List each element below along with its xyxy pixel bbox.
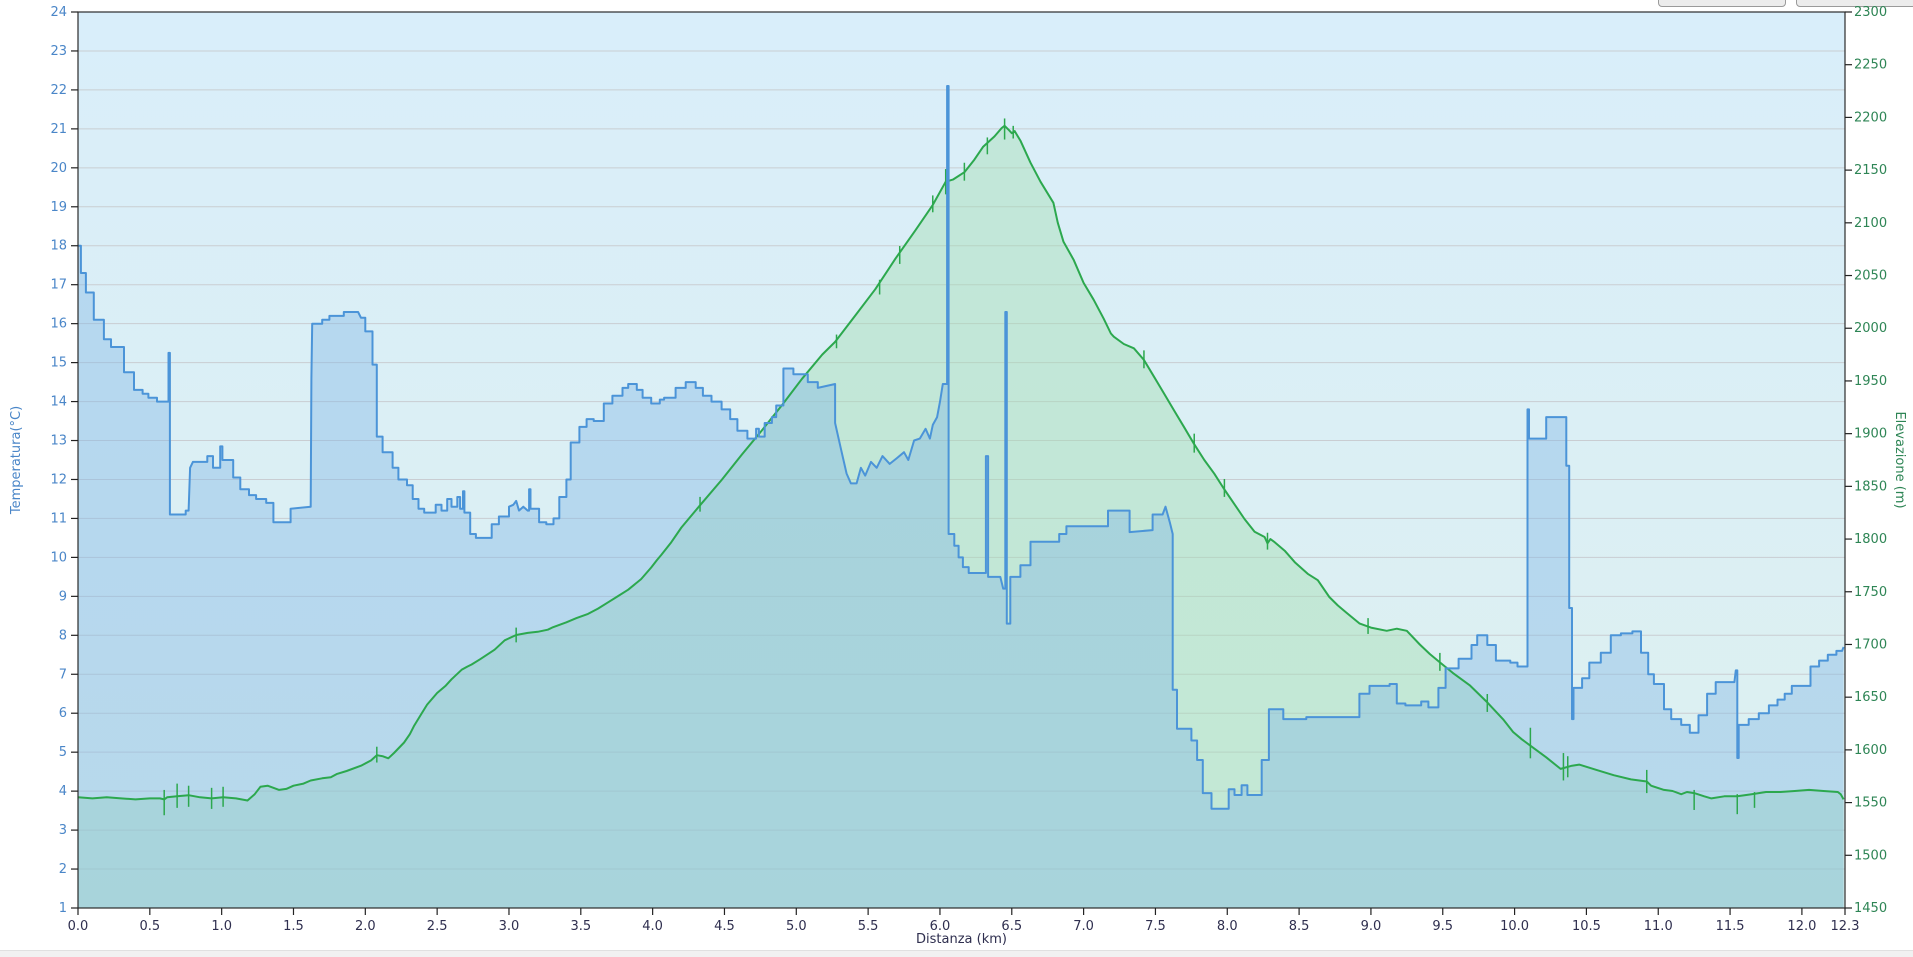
left-axis-tick-label: 24 <box>50 5 67 20</box>
right-axis-tick-label: 2050 <box>1854 269 1887 284</box>
elevation-line <box>77 124 1845 802</box>
top-right-tab-stub-2[interactable] <box>1796 0 1913 7</box>
right-axis-tick-label: 1600 <box>1854 743 1887 758</box>
left-axis-tick-label: 21 <box>50 122 67 137</box>
left-axis-tick-label: 22 <box>50 83 67 98</box>
top-right-tab-stub-1[interactable] <box>1658 0 1786 7</box>
left-axis-tick-label: 6 <box>59 706 67 721</box>
left-axis-tick-label: 13 <box>50 434 67 449</box>
x-axis-tick-label: 2.5 <box>427 919 448 934</box>
left-axis-tick-label: 10 <box>50 550 67 565</box>
x-axis-tick-label: 0.5 <box>139 919 160 934</box>
x-axis-tick-label: 12.0 <box>1787 919 1816 934</box>
x-axis-tick-label: 11.0 <box>1644 919 1673 934</box>
right-axis-tick-label: 1700 <box>1854 637 1887 652</box>
right-axis-tick-label: 2200 <box>1854 110 1887 125</box>
x-axis-title: Distanza (km) <box>916 932 1007 947</box>
x-axis-tick-label: 5.0 <box>786 919 807 934</box>
left-axis-tick-label: 20 <box>50 161 67 176</box>
x-axis-tick-label: 6.0 <box>930 919 951 934</box>
left-axis-tick-label: 18 <box>50 239 67 254</box>
x-axis-tick-label: 1.5 <box>283 919 304 934</box>
right-axis-tick-label: 1500 <box>1854 848 1887 863</box>
x-axis-tick-label: 4.0 <box>642 919 663 934</box>
x-axis-tick-label: 1.0 <box>211 919 232 934</box>
right-axis-tick-label: 1650 <box>1854 690 1887 705</box>
left-axis-tick-label: 12 <box>50 472 67 487</box>
left-axis-tick-label: 3 <box>59 823 67 838</box>
temperature-area-fill <box>78 86 1844 908</box>
left-axis-tick-label: 7 <box>59 667 67 682</box>
x-axis-tick-label: 3.0 <box>499 919 520 934</box>
x-axis-tick-label: 9.5 <box>1432 919 1453 934</box>
right-axis-tick-label: 1950 <box>1854 374 1887 389</box>
elevation-glitch-ticks <box>163 118 1756 816</box>
plot-border <box>77 11 1846 909</box>
x-axis-tick-label: 8.0 <box>1217 919 1238 934</box>
left-axis-title: Temperatura(°C) <box>9 406 24 515</box>
right-axis-tick-label: 1800 <box>1854 532 1887 547</box>
left-axis-tick-label: 23 <box>50 44 67 59</box>
right-axis-tick-label: 1750 <box>1854 585 1887 600</box>
left-axis-tick-label: 2 <box>59 862 67 877</box>
x-axis-tick-label: 0.0 <box>68 919 89 934</box>
x-axis-tick-label: 11.5 <box>1716 919 1745 934</box>
right-axis-tick-label: 1550 <box>1854 796 1887 811</box>
left-axis-tick-label: 9 <box>59 589 67 604</box>
left-axis-tick-label: 19 <box>50 200 67 215</box>
left-axis-tick-label: 8 <box>59 628 67 643</box>
x-axis-tick-label: 4.5 <box>714 919 735 934</box>
left-axis-tick-label: 16 <box>50 317 67 332</box>
left-axis-tick-label: 4 <box>59 784 67 799</box>
left-axis-tick-label: 5 <box>59 745 67 760</box>
elevation-area-fill <box>78 125 1844 909</box>
right-axis: 1450 1500 1550 1600 1650 1700 1750 1800 1850 1900… <box>1845 5 1887 916</box>
right-axis-tick-label: 1850 <box>1854 479 1887 494</box>
x-axis-tick-label: 6.5 <box>1001 919 1022 934</box>
right-axis-tick-label: 2100 <box>1854 216 1887 231</box>
temperature-line <box>78 85 1845 810</box>
left-axis-tick-label: 15 <box>50 356 67 371</box>
x-axis-tick-label: 7.0 <box>1073 919 1094 934</box>
left-axis-tick-label: 1 <box>59 901 67 916</box>
bottom-strip <box>0 950 1913 957</box>
x-axis-tick-label: 7.5 <box>1145 919 1166 934</box>
right-axis-tick-label: 2250 <box>1854 58 1887 73</box>
x-axis-tick-label: 10.0 <box>1500 919 1529 934</box>
x-axis-tick-label: 9.0 <box>1361 919 1382 934</box>
x-axis-tick-label: 8.5 <box>1289 919 1310 934</box>
x-axis-tick-label: 2.0 <box>355 919 376 934</box>
left-axis-tick-label: 17 <box>50 278 67 293</box>
right-axis-title: Elevazione (m) <box>1892 411 1907 508</box>
right-axis-tick-label: 1900 <box>1854 427 1887 442</box>
left-axis-tick-label: 14 <box>50 395 67 410</box>
x-axis: 0.0 0.5 1.0 1.5 2.0 2.5 3.0 3.5 4.0 4.5 5.0 5.5 6.0 6… <box>68 908 1860 934</box>
x-axis-tick-label: 12.3 <box>1831 919 1860 934</box>
right-axis-tick-label: 2150 <box>1854 163 1887 178</box>
x-axis-tick-label: 5.5 <box>858 919 879 934</box>
right-axis-tick-label: 1450 <box>1854 901 1887 916</box>
right-axis-tick-label: 2000 <box>1854 321 1887 336</box>
left-axis-tick-label: 11 <box>50 511 67 526</box>
x-axis-tick-label: 10.5 <box>1572 919 1601 934</box>
x-axis-tick-label: 3.5 <box>570 919 591 934</box>
right-axis-tick-label: 2300 <box>1854 5 1887 20</box>
